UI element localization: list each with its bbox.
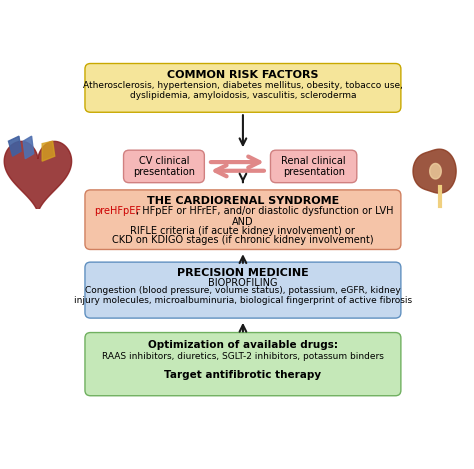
Polygon shape <box>9 136 21 156</box>
FancyBboxPatch shape <box>124 150 204 183</box>
Polygon shape <box>4 141 72 214</box>
FancyBboxPatch shape <box>271 150 357 183</box>
Text: Target antifibrotic therapy: Target antifibrotic therapy <box>164 371 321 380</box>
FancyBboxPatch shape <box>85 190 401 250</box>
Text: COMMON RISK FACTORS: COMMON RISK FACTORS <box>167 70 319 80</box>
Text: THE CARDIORENAL SYNDROME: THE CARDIORENAL SYNDROME <box>147 196 339 206</box>
Text: RIFLE criteria (if acute kidney involvement) or: RIFLE criteria (if acute kidney involvem… <box>130 226 356 236</box>
Text: CV clinical
presentation: CV clinical presentation <box>133 156 195 177</box>
FancyBboxPatch shape <box>85 63 401 112</box>
Polygon shape <box>413 149 456 193</box>
Text: Optimization of available drugs:: Optimization of available drugs: <box>148 340 338 350</box>
Polygon shape <box>430 164 441 179</box>
Polygon shape <box>42 141 55 161</box>
Text: preHFpEF: preHFpEF <box>94 206 141 216</box>
Text: PRECISION MEDICINE: PRECISION MEDICINE <box>177 268 309 278</box>
Text: BIOPROFILING: BIOPROFILING <box>208 278 278 288</box>
Text: Congestion (blood pressure, volume status), potassium, eGFR, kidney
injury molec: Congestion (blood pressure, volume statu… <box>74 286 412 305</box>
FancyBboxPatch shape <box>85 333 401 396</box>
Text: Renal clinical
presentation: Renal clinical presentation <box>282 156 346 177</box>
Text: CKD on KDIGO stages (if chronic kidney involvement): CKD on KDIGO stages (if chronic kidney i… <box>112 235 374 245</box>
Text: Atherosclerosis, hypertension, diabetes mellitus, obesity, tobacco use,
dyslipid: Atherosclerosis, hypertension, diabetes … <box>83 81 403 100</box>
Text: , HFpEF or HFrEF, and/or diastolic dysfunction or LVH: , HFpEF or HFrEF, and/or diastolic dysfu… <box>136 206 393 216</box>
Text: RAAS inhibitors, diuretics, SGLT-2 inhibitors, potassum binders: RAAS inhibitors, diuretics, SGLT-2 inhib… <box>102 352 384 362</box>
Polygon shape <box>23 136 34 159</box>
FancyBboxPatch shape <box>85 262 401 318</box>
Text: AND: AND <box>232 217 254 227</box>
